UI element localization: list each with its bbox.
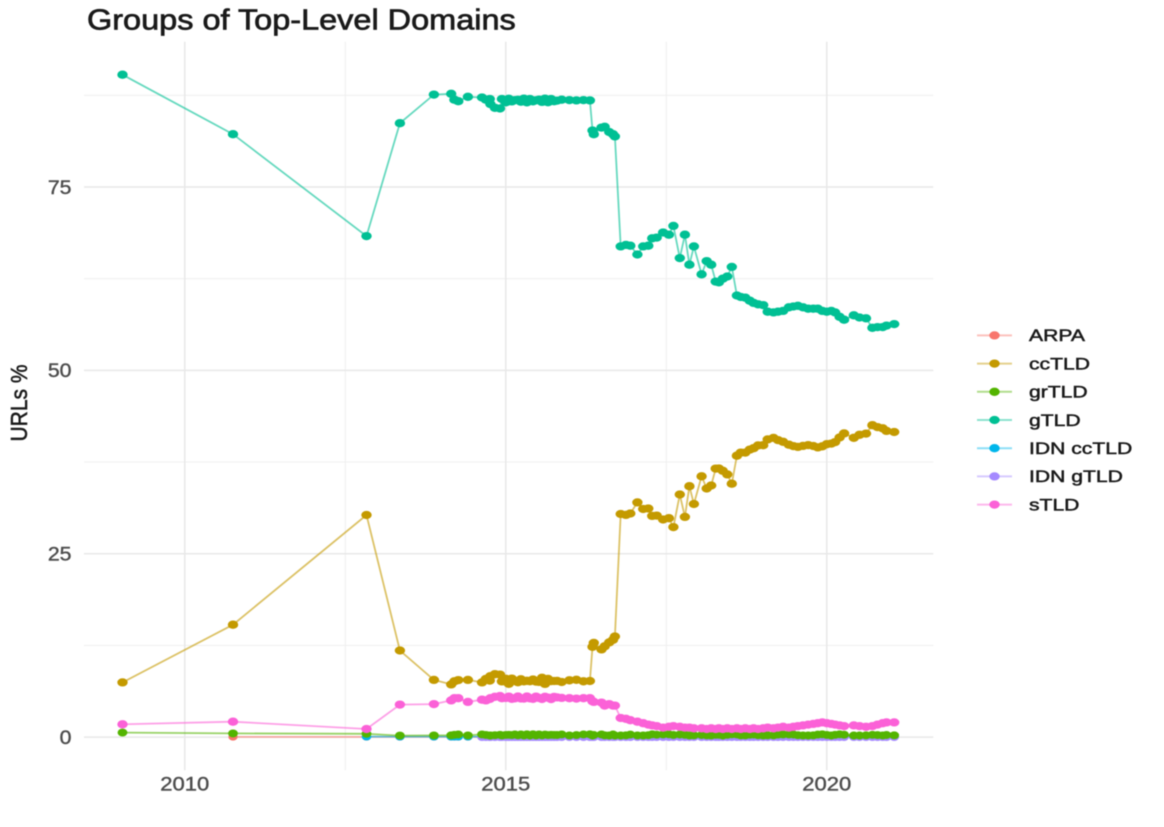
svg-text:URLs %: URLs % <box>6 364 32 441</box>
svg-text:gTLD: gTLD <box>1029 412 1081 430</box>
svg-text:grTLD: grTLD <box>1029 384 1088 402</box>
svg-text:25: 25 <box>48 544 72 565</box>
svg-text:50: 50 <box>48 361 72 382</box>
svg-text:Groups of Top-Level Domains: Groups of Top-Level Domains <box>87 3 516 36</box>
svg-text:2010: 2010 <box>160 774 209 795</box>
svg-text:ARPA: ARPA <box>1029 327 1085 345</box>
svg-text:sTLD: sTLD <box>1029 496 1079 514</box>
svg-text:IDN ccTLD: IDN ccTLD <box>1029 440 1132 458</box>
svg-text:IDN gTLD: IDN gTLD <box>1029 468 1123 486</box>
svg-text:0: 0 <box>60 728 72 749</box>
svg-text:75: 75 <box>48 178 72 199</box>
svg-text:2020: 2020 <box>802 774 851 795</box>
svg-text:2015: 2015 <box>481 774 530 795</box>
svg-text:ccTLD: ccTLD <box>1029 355 1090 373</box>
